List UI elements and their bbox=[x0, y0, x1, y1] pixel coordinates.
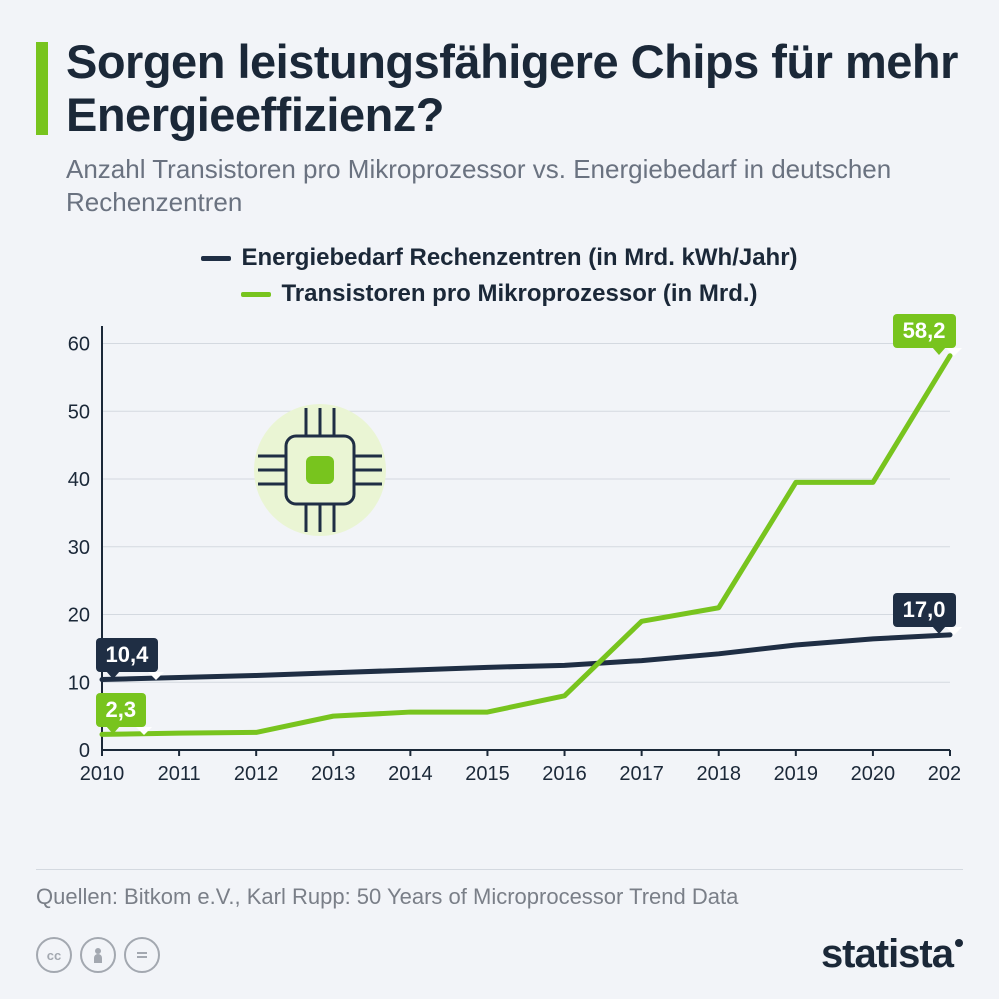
accent-bar bbox=[36, 42, 48, 135]
legend-label-transistors: Transistoren pro Mikroprozessor (in Mrd.… bbox=[281, 276, 757, 312]
svg-text:2021: 2021 bbox=[927, 763, 959, 785]
svg-text:2010: 2010 bbox=[79, 763, 124, 785]
value-flag: 10,4 bbox=[96, 638, 159, 672]
chart-title: Sorgen leistungsfähigere Chips für mehr … bbox=[66, 36, 963, 141]
svg-text:2011: 2011 bbox=[157, 763, 200, 785]
svg-text:40: 40 bbox=[67, 469, 89, 491]
legend-swatch-energy bbox=[201, 256, 231, 261]
legend-item-energy: Energiebedarf Rechenzentren (in Mrd. kWh… bbox=[36, 240, 963, 276]
legend: Energiebedarf Rechenzentren (in Mrd. kWh… bbox=[36, 240, 963, 312]
svg-text:30: 30 bbox=[67, 537, 89, 559]
title-block: Sorgen leistungsfähigere Chips für mehr … bbox=[36, 36, 963, 141]
footer: Quellen: Bitkom e.V., Karl Rupp: 50 Year… bbox=[36, 855, 963, 977]
license-badges: cc bbox=[36, 937, 160, 973]
svg-text:2012: 2012 bbox=[233, 763, 278, 785]
svg-text:2019: 2019 bbox=[773, 763, 818, 785]
svg-text:2014: 2014 bbox=[388, 763, 433, 785]
svg-text:60: 60 bbox=[67, 334, 89, 356]
svg-text:2013: 2013 bbox=[311, 763, 356, 785]
svg-text:2016: 2016 bbox=[542, 763, 587, 785]
by-icon bbox=[80, 937, 116, 973]
svg-text:2015: 2015 bbox=[465, 763, 510, 785]
nd-icon bbox=[124, 937, 160, 973]
svg-text:2020: 2020 bbox=[850, 763, 895, 785]
svg-text:2017: 2017 bbox=[619, 763, 664, 785]
value-flag: 2,3 bbox=[96, 693, 147, 727]
svg-text:2018: 2018 bbox=[696, 763, 741, 785]
legend-item-transistors: Transistoren pro Mikroprozessor (in Mrd.… bbox=[36, 276, 963, 312]
svg-text:20: 20 bbox=[67, 605, 89, 627]
value-flag: 58,2 bbox=[893, 314, 956, 348]
chart-subtitle: Anzahl Transistoren pro Mikroprozessor v… bbox=[66, 153, 963, 218]
svg-text:10: 10 bbox=[67, 673, 89, 695]
legend-swatch-transistors bbox=[241, 292, 271, 297]
cc-icon: cc bbox=[36, 937, 72, 973]
sources-text: Quellen: Bitkom e.V., Karl Rupp: 50 Year… bbox=[36, 869, 963, 910]
legend-label-energy: Energiebedarf Rechenzentren (in Mrd. kWh… bbox=[241, 240, 797, 276]
svg-text:0: 0 bbox=[78, 740, 89, 762]
brand-logo: statista bbox=[821, 932, 963, 977]
value-flag: 17,0 bbox=[893, 593, 956, 627]
svg-text:50: 50 bbox=[67, 402, 89, 424]
line-chart-svg: 0 10 20 30 40 50 60 2010 2011 2012 2013 2014 2015 201… bbox=[40, 320, 960, 800]
chart-area: 0 10 20 30 40 50 60 2010 2011 2012 2013 2014 2015 201… bbox=[40, 320, 960, 800]
svg-text:cc: cc bbox=[47, 948, 61, 963]
